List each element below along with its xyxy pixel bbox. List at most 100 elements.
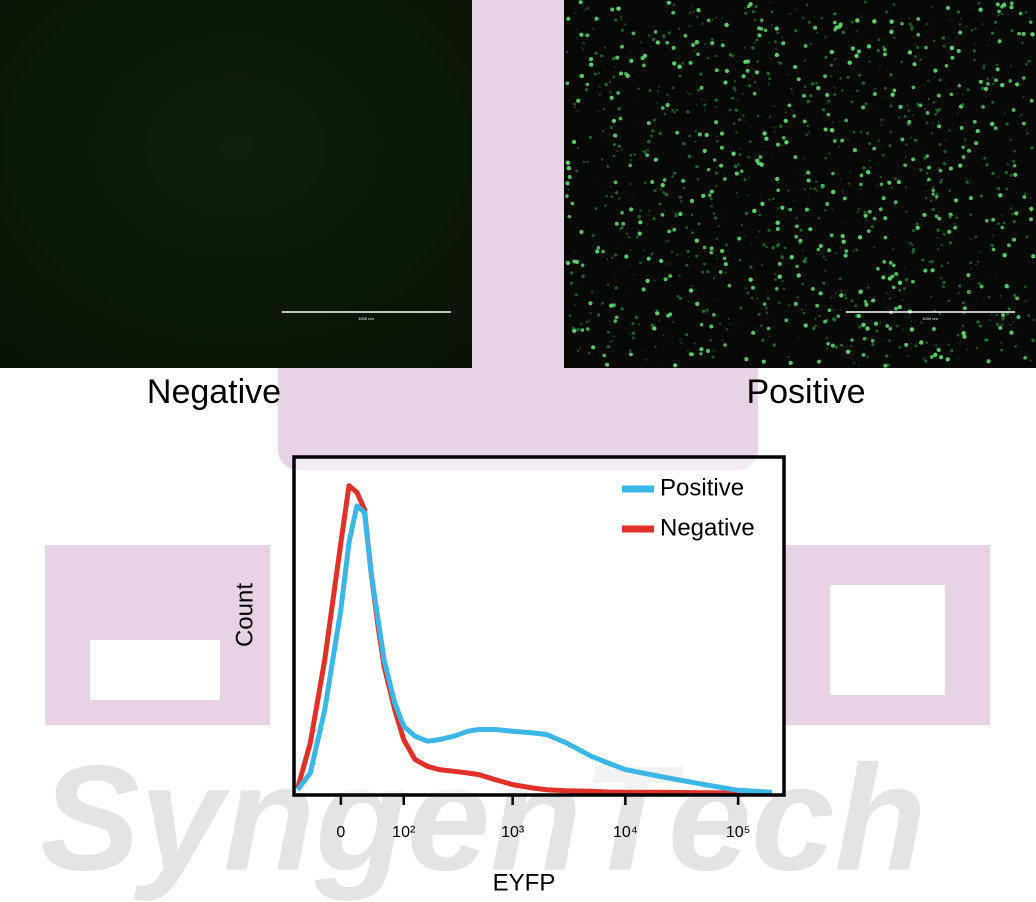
cell-dot — [785, 185, 788, 187]
cell-dot — [932, 39, 936, 42]
cell-dot — [915, 222, 919, 226]
cell-dot — [602, 107, 606, 110]
cell-dot — [806, 99, 811, 104]
cell-dot — [718, 144, 720, 146]
cell-dot — [873, 246, 876, 249]
cell-dot — [706, 167, 711, 172]
cell-dot — [787, 103, 792, 108]
cell-dot — [569, 271, 574, 275]
cell-dot — [712, 312, 716, 317]
cell-dot — [611, 339, 613, 342]
cell-dot — [739, 306, 743, 310]
cell-dot — [910, 27, 914, 31]
cell-dot — [975, 129, 980, 134]
cell-dot — [1001, 316, 1005, 321]
cell-dot — [1024, 300, 1027, 303]
cell-dot — [825, 336, 829, 340]
cell-dot — [774, 26, 779, 31]
cell-dot — [777, 61, 780, 64]
cell-dot — [693, 49, 696, 52]
cell-dot — [704, 132, 709, 138]
cell-dot — [1001, 214, 1003, 217]
cell-dot — [748, 277, 753, 282]
cell-dot — [895, 324, 899, 328]
cell-dot — [650, 253, 653, 256]
cell-dot — [723, 343, 727, 347]
cell-dot — [892, 247, 895, 251]
histogram: 0 10² 10³ 10⁴ 10⁵ Positive Negative — [295, 474, 773, 841]
cell-dot — [732, 86, 736, 90]
cell-dot — [883, 363, 888, 368]
cell-dot — [893, 36, 896, 40]
cell-dot — [955, 355, 957, 358]
cell-dot — [1029, 359, 1032, 362]
cell-dot — [624, 72, 628, 76]
cell-dot — [901, 298, 904, 301]
cell-dot — [896, 180, 901, 185]
cell-dot — [613, 319, 618, 323]
cell-dot — [995, 67, 1000, 72]
cell-dot — [1017, 31, 1022, 36]
cell-dot — [606, 283, 610, 287]
cell-dot — [586, 7, 590, 10]
cell-dot — [825, 202, 830, 206]
cell-dot — [852, 117, 855, 119]
cell-dot — [948, 214, 952, 219]
cell-dot — [744, 287, 747, 290]
cell-dot — [924, 108, 927, 111]
cell-dot — [788, 26, 791, 29]
cell-dot — [931, 5, 934, 8]
cell-dot — [840, 138, 844, 143]
cell-dot — [723, 179, 725, 181]
cell-dot — [841, 89, 844, 92]
cell-dot — [936, 236, 939, 239]
cell-dot — [956, 92, 959, 95]
cell-dot — [921, 258, 925, 262]
cell-dot — [936, 347, 941, 353]
cell-dot — [694, 238, 699, 243]
cell-dot — [710, 41, 715, 45]
cell-dot — [706, 312, 708, 314]
cell-dot — [925, 183, 927, 186]
cell-dot — [995, 28, 997, 30]
cell-dot — [690, 198, 695, 203]
cell-dot — [639, 41, 642, 44]
cell-dot — [784, 318, 789, 323]
cell-dot — [790, 87, 793, 91]
cell-dot — [863, 0, 867, 4]
cell-dot — [873, 87, 877, 90]
cell-dot — [937, 124, 942, 129]
cell-dot — [735, 191, 738, 194]
cell-dot — [751, 285, 755, 290]
cell-dot — [885, 306, 888, 308]
cell-dot — [757, 33, 762, 38]
cell-dot — [900, 137, 905, 142]
cell-dot — [729, 323, 732, 325]
cell-dot — [812, 326, 816, 331]
cell-dot — [977, 260, 980, 263]
cell-dot — [588, 330, 591, 332]
cell-dot — [841, 239, 846, 244]
cell-dot — [758, 213, 762, 217]
cell-dot — [919, 149, 921, 151]
cell-dot — [957, 241, 959, 244]
cell-dot — [756, 297, 759, 301]
cell-dot — [678, 296, 683, 301]
cell-dot — [609, 340, 612, 344]
cell-dot — [565, 194, 569, 198]
cell-dot — [861, 322, 866, 327]
cell-dot — [668, 263, 671, 265]
cell-dot — [833, 92, 837, 97]
cell-dot — [941, 36, 945, 40]
cell-dot — [611, 57, 616, 61]
cell-dot — [773, 130, 776, 133]
cell-dot — [1007, 139, 1009, 142]
cell-dot — [881, 196, 886, 201]
legend-label: Negative — [660, 514, 755, 541]
cell-dot — [847, 60, 852, 65]
cell-dot — [574, 293, 578, 297]
cell-dot — [678, 74, 682, 78]
cell-dot — [625, 232, 628, 235]
